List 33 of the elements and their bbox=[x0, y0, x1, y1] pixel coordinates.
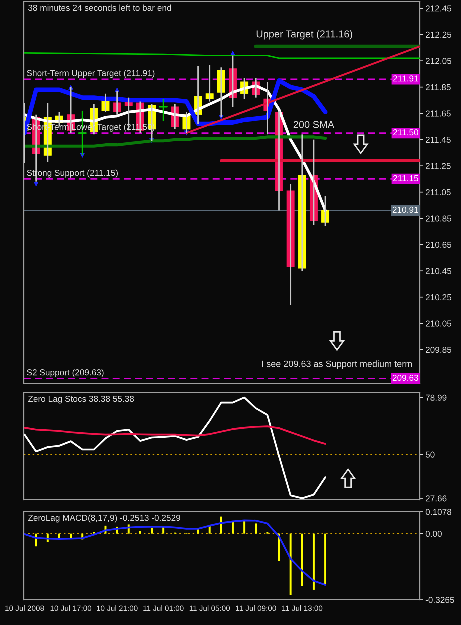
annotation: 38 minutes 24 seconds left to bar end bbox=[28, 4, 172, 12]
series-label: Upper Target (211.16) bbox=[256, 30, 352, 40]
y-tick-label: -0.3265 bbox=[426, 597, 454, 604]
y-tick-label: 211.45 bbox=[426, 136, 451, 144]
y-tick-label: 210.85 bbox=[426, 216, 452, 222]
y-tick-label: 210.05 bbox=[426, 320, 452, 327]
y-tick-label: 211.85 bbox=[426, 84, 451, 91]
y-tick-label: 212.05 bbox=[426, 58, 452, 64]
y-tick-label: 212.25 bbox=[426, 32, 452, 38]
y-tick-label: 78.99 bbox=[426, 394, 447, 401]
ref-line-label: 210.91 bbox=[392, 206, 418, 214]
series-label: 200 SMA bbox=[294, 121, 335, 128]
chart-title: ZeroLag MACD(8,17,9) -0.2513 -0.2529 bbox=[28, 514, 180, 523]
annotation: S2 Support (209.63) bbox=[27, 369, 104, 378]
y-tick-label: 212.45 bbox=[426, 6, 452, 12]
chart-title: Zero Lag Stocs 38.38 55.38 bbox=[28, 396, 134, 404]
y-tick-label: 27.66 bbox=[426, 496, 447, 502]
y-tick-label: 0.00 bbox=[426, 530, 442, 538]
y-tick-label: 211.05 bbox=[426, 189, 451, 196]
annotation: I see 209.63 as Support medium term bbox=[262, 360, 412, 370]
y-tick-label: 210.65 bbox=[426, 242, 452, 248]
ref-line-label: 211.15 bbox=[394, 175, 418, 182]
y-tick-label: 210.45 bbox=[426, 268, 452, 274]
y-tick-label: 209.85 bbox=[426, 346, 452, 354]
y-tick-label: 211.25 bbox=[426, 163, 451, 170]
ref-line-label: 211.91 bbox=[394, 76, 418, 82]
y-tick-label: 211.65 bbox=[426, 110, 451, 117]
y-tick-label: 50 bbox=[426, 452, 435, 458]
y-tick-label: 0.1078 bbox=[426, 509, 452, 516]
y-tick-label: 210.25 bbox=[426, 294, 452, 301]
ref-line-label: 211.50 bbox=[394, 129, 418, 136]
ref-line-label: 209.63 bbox=[392, 374, 418, 382]
annotation: Short-Term Upper Target (211.91) bbox=[27, 70, 155, 78]
